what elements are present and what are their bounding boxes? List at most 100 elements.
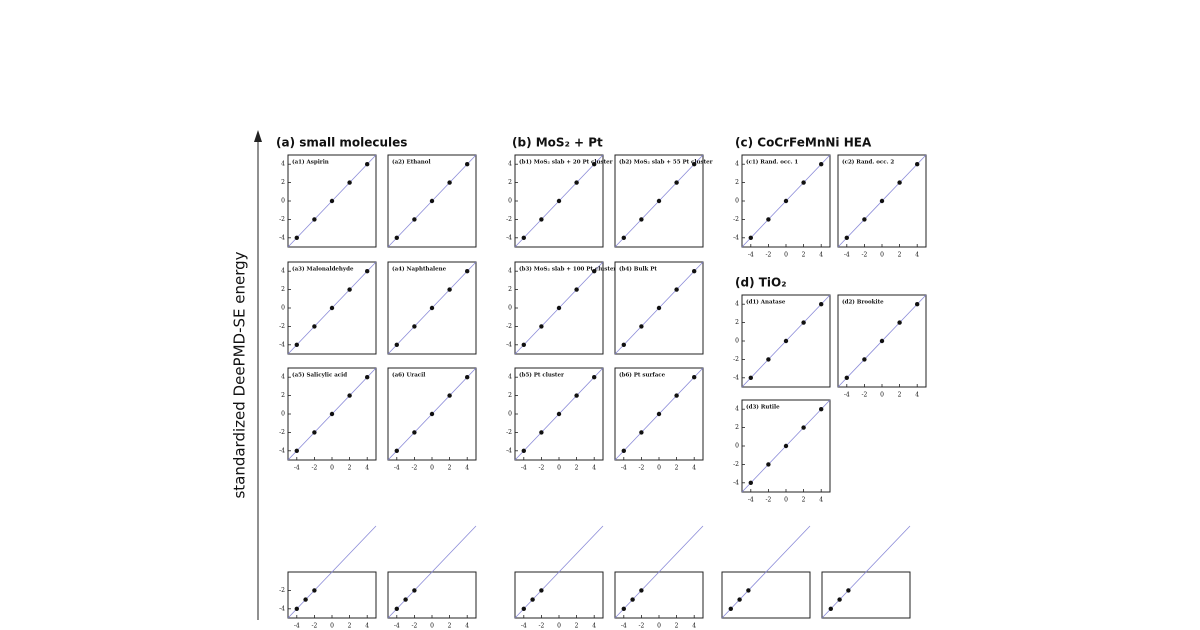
point xyxy=(521,606,526,611)
point xyxy=(639,324,644,329)
y-tick-label: 2 xyxy=(281,392,285,399)
y-tick-label: -4 xyxy=(279,447,285,454)
point xyxy=(429,198,435,204)
point xyxy=(819,162,824,167)
x-tick-label: -4 xyxy=(844,252,850,259)
point xyxy=(692,375,697,380)
point xyxy=(915,162,920,167)
x-tick-label: 4 xyxy=(465,465,469,472)
point xyxy=(394,235,399,240)
x-tick-label: 4 xyxy=(692,465,696,472)
y-tick-label: -4 xyxy=(279,341,285,348)
y-tick-label: 2 xyxy=(508,286,512,293)
point xyxy=(294,606,299,611)
point xyxy=(294,342,299,347)
point xyxy=(312,430,317,435)
point xyxy=(674,180,679,185)
panel-frame xyxy=(721,571,811,619)
y-tick-label: 4 xyxy=(735,161,739,168)
point xyxy=(897,320,902,325)
x-tick-label: 4 xyxy=(592,623,596,630)
point xyxy=(674,393,679,398)
panel-title: (a3) Malonaldehyde xyxy=(292,266,354,273)
x-tick-label: -2 xyxy=(538,465,544,472)
x-tick-label: -2 xyxy=(861,392,867,399)
point xyxy=(783,443,789,449)
x-tick-label: -2 xyxy=(765,252,771,259)
point xyxy=(412,217,417,222)
group-title: (c) CoCrFeMnNi HEA xyxy=(735,136,872,150)
point xyxy=(844,235,849,240)
point xyxy=(819,302,824,307)
point xyxy=(621,235,626,240)
y-tick-label: 4 xyxy=(735,301,739,308)
y-tick-label: 2 xyxy=(281,179,285,186)
x-tick-label: 2 xyxy=(675,465,679,472)
point xyxy=(329,305,335,311)
point xyxy=(347,393,352,398)
point xyxy=(766,217,771,222)
y-tick-label: 2 xyxy=(281,286,285,293)
x-tick-label: 2 xyxy=(898,252,902,259)
point xyxy=(621,448,626,453)
y-tick-label: 4 xyxy=(281,374,285,381)
x-tick-label: -4 xyxy=(294,465,300,472)
x-tick-label: -4 xyxy=(394,465,400,472)
y-tick-label: -4 xyxy=(733,374,739,381)
x-tick-label: -2 xyxy=(311,623,317,630)
y-tick-label: 0 xyxy=(281,305,285,312)
y-tick-label: 4 xyxy=(281,268,285,275)
y-tick-label: -2 xyxy=(733,216,739,223)
x-tick-label: 4 xyxy=(915,252,919,259)
x-tick-label: 4 xyxy=(819,497,823,504)
x-tick-label: -2 xyxy=(411,465,417,472)
x-tick-label: 0 xyxy=(430,465,434,472)
x-tick-label: 4 xyxy=(365,465,369,472)
x-tick-label: 2 xyxy=(575,623,579,630)
point xyxy=(521,448,526,453)
point xyxy=(539,217,544,222)
x-tick-label: 4 xyxy=(465,623,469,630)
y-tick-label: 0 xyxy=(508,411,512,418)
point xyxy=(294,235,299,240)
x-tick-label: 4 xyxy=(915,392,919,399)
y-tick-label: 0 xyxy=(281,198,285,205)
point xyxy=(630,597,635,602)
y-tick-label: 4 xyxy=(281,161,285,168)
x-tick-label: 2 xyxy=(448,465,452,472)
y-tick-label: 0 xyxy=(281,411,285,418)
point xyxy=(521,235,526,240)
point xyxy=(394,342,399,347)
point xyxy=(783,338,789,344)
panel-frame xyxy=(614,571,704,619)
point xyxy=(748,480,753,485)
panel-title: (a2) Ethanol xyxy=(392,159,431,166)
x-tick-label: -2 xyxy=(861,252,867,259)
point xyxy=(656,411,662,417)
point xyxy=(656,198,662,204)
y-tick-label: -2 xyxy=(733,461,739,468)
point xyxy=(828,606,833,611)
x-tick-label: 0 xyxy=(330,465,334,472)
y-tick-label: -4 xyxy=(733,479,739,486)
panel-title: (d1) Anatase xyxy=(746,299,786,306)
x-tick-label: 2 xyxy=(348,623,352,630)
y-tick-label: 2 xyxy=(508,179,512,186)
y-tick-label: -2 xyxy=(506,323,512,330)
x-tick-label: -4 xyxy=(294,623,300,630)
panel-title: (a5) Salicylic acid xyxy=(292,372,347,379)
point xyxy=(365,162,370,167)
point xyxy=(879,198,885,204)
point xyxy=(639,588,644,593)
point xyxy=(539,324,544,329)
parity-line xyxy=(287,525,377,619)
panel-title: (b3) MoS₂ slab + 100 Pt cluster xyxy=(519,266,616,273)
point xyxy=(365,375,370,380)
point xyxy=(465,269,470,274)
point xyxy=(748,375,753,380)
point xyxy=(748,235,753,240)
x-tick-label: 2 xyxy=(448,623,452,630)
point xyxy=(692,269,697,274)
y-tick-label: 2 xyxy=(735,319,739,326)
point xyxy=(465,162,470,167)
